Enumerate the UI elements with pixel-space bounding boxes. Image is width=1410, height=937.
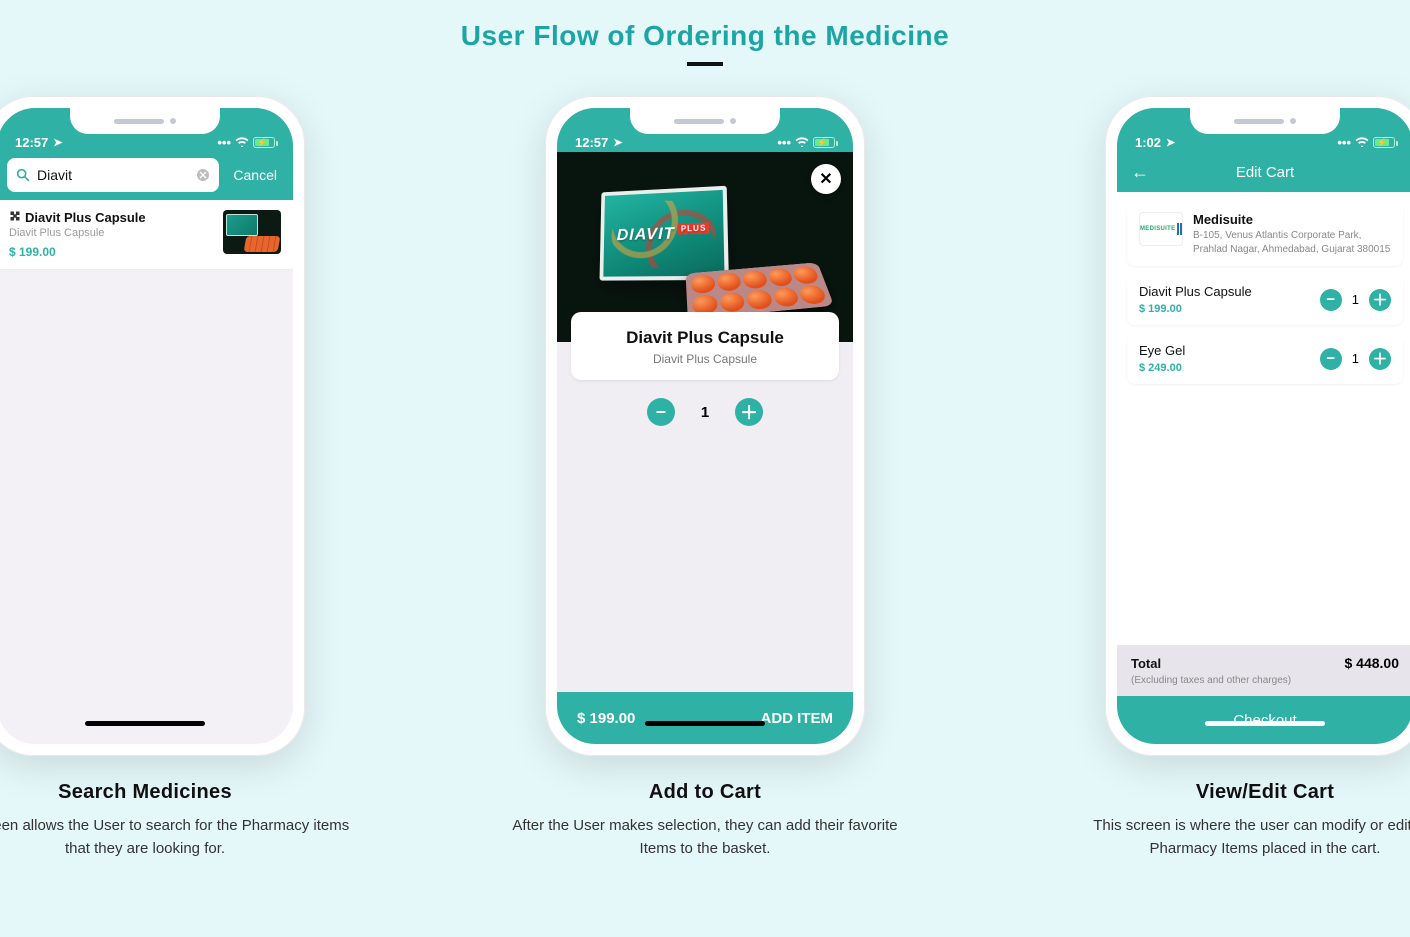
caption-desc: This screen allows the User to search fo… <box>0 814 360 861</box>
cart-item-qty: 1 <box>1352 292 1359 307</box>
quantity-stepper: − 1 ＋ <box>557 398 853 426</box>
phone-screen-2: 12:57 ➤ ••• ⚡ ✕ DIAVITPLU <box>557 108 853 744</box>
clear-icon[interactable] <box>195 167 211 183</box>
cart-header: ← Edit Cart <box>1117 152 1410 192</box>
brand-text: DIAVIT <box>617 224 675 244</box>
phone-frame-3: 1:02 ➤ ••• ⚡ ← Edit Cart <box>1105 96 1410 756</box>
close-button[interactable]: ✕ <box>811 164 841 194</box>
result-thumbnail <box>223 210 281 254</box>
result-title: Diavit Plus Capsule <box>25 210 146 225</box>
cart-item: Eye Gel $ 249.00 − 1 ＋ <box>1127 333 1403 384</box>
add-item-button[interactable]: ADD ITEM <box>761 710 834 727</box>
product-card: Diavit Plus Capsule Diavit Plus Capsule <box>571 312 839 380</box>
cancel-button[interactable]: Cancel <box>227 167 283 183</box>
total-label: Total <box>1131 656 1161 671</box>
caption-title: Search Medicines <box>0 781 360 804</box>
phone-frame-1: 12:57 ➤ ••• ⚡ Diavit <box>0 96 305 756</box>
puzzle-icon <box>9 210 21 225</box>
back-button[interactable]: ← <box>1131 162 1149 183</box>
cart-item-name: Diavit Plus Capsule <box>1139 284 1320 299</box>
caption-title: View/Edit Cart <box>1050 781 1410 804</box>
search-header: Diavit Cancel <box>0 152 293 200</box>
decrement-button[interactable]: − <box>1320 289 1342 311</box>
battery-icon: ⚡ <box>253 137 275 148</box>
home-indicator <box>645 721 765 726</box>
signal-icon: ••• <box>777 135 791 150</box>
footer-price: $ 199.00 <box>577 710 635 727</box>
cart-item-qty: 1 <box>1352 351 1359 366</box>
total-bar: Total (Excluding taxes and other charges… <box>1117 645 1410 696</box>
phone-screen-1: 12:57 ➤ ••• ⚡ Diavit <box>0 108 293 744</box>
phone-frame-2: 12:57 ➤ ••• ⚡ ✕ DIAVITPLU <box>545 96 865 756</box>
location-icon: ➤ <box>1166 136 1175 149</box>
product-box-graphic: DIAVITPLUS <box>600 186 729 281</box>
col-search: 12:57 ➤ ••• ⚡ Diavit <box>0 96 360 861</box>
caption-2: Add to Cart After the User makes selecti… <box>490 781 920 861</box>
notch <box>1190 108 1340 134</box>
col-cart: 1:02 ➤ ••• ⚡ ← Edit Cart <box>1050 96 1410 861</box>
total-amount: $ 448.00 <box>1345 655 1400 671</box>
decrement-button[interactable]: − <box>1320 348 1342 370</box>
vendor-card: MEDISUITE Medisuite B-105, Venus Atlanti… <box>1127 202 1403 266</box>
checkout-button[interactable]: Checkout <box>1117 696 1410 744</box>
location-icon: ➤ <box>613 136 622 149</box>
vendor-address: B-105, Venus Atlantis Corporate Park, Pr… <box>1193 229 1391 256</box>
battery-icon: ⚡ <box>1373 137 1395 148</box>
phone-screen-3: 1:02 ➤ ••• ⚡ ← Edit Cart <box>1117 108 1410 744</box>
wifi-icon <box>795 136 809 150</box>
home-indicator <box>85 721 205 726</box>
battery-icon: ⚡ <box>813 137 835 148</box>
col-add: 12:57 ➤ ••• ⚡ ✕ DIAVITPLU <box>490 96 920 861</box>
increment-button[interactable]: ＋ <box>1369 348 1391 370</box>
add-footer: $ 199.00 ADD ITEM <box>557 692 853 744</box>
signal-icon: ••• <box>217 135 231 150</box>
caption-desc: After the User makes selection, they can… <box>490 814 920 861</box>
location-icon: ➤ <box>53 136 62 149</box>
caption-1: Search Medicines This screen allows the … <box>0 781 360 861</box>
home-indicator <box>1205 721 1325 726</box>
signal-icon: ••• <box>1337 135 1351 150</box>
page-title: User Flow of Ordering the Medicine <box>0 20 1410 52</box>
status-time: 1:02 <box>1135 135 1161 150</box>
cart-item-name: Eye Gel <box>1139 343 1320 358</box>
caption-desc: This screen is where the user can modify… <box>1050 814 1410 861</box>
caption-3: View/Edit Cart This screen is where the … <box>1050 781 1410 861</box>
status-time: 12:57 <box>15 135 48 150</box>
vendor-name: Medisuite <box>1193 212 1391 227</box>
vendor-logo: MEDISUITE <box>1139 212 1183 246</box>
search-result[interactable]: Diavit Plus Capsule Diavit Plus Capsule … <box>0 200 293 270</box>
search-icon <box>15 167 31 183</box>
product-subtitle: Diavit Plus Capsule <box>581 352 829 366</box>
cart-header-title: Edit Cart <box>1236 164 1294 181</box>
caption-title: Add to Cart <box>490 781 920 804</box>
search-input[interactable]: Diavit <box>7 158 219 192</box>
title-underline <box>687 62 723 66</box>
brand-plus: PLUS <box>678 223 710 235</box>
cart-item-price: $ 199.00 <box>1139 303 1320 315</box>
product-name: Diavit Plus Capsule <box>581 328 829 348</box>
status-time: 12:57 <box>575 135 608 150</box>
quantity-value: 1 <box>701 404 709 421</box>
increment-button[interactable]: ＋ <box>735 398 763 426</box>
total-note: (Excluding taxes and other charges) <box>1131 675 1291 686</box>
cart-item: Diavit Plus Capsule $ 199.00 − 1 ＋ <box>1127 274 1403 325</box>
increment-button[interactable]: ＋ <box>1369 289 1391 311</box>
result-subtitle: Diavit Plus Capsule <box>9 227 213 239</box>
cart-item-price: $ 249.00 <box>1139 362 1320 374</box>
notch <box>70 108 220 134</box>
screens-row: 12:57 ➤ ••• ⚡ Diavit <box>0 96 1410 861</box>
result-price: $ 199.00 <box>9 245 213 259</box>
search-query-text: Diavit <box>37 167 189 183</box>
wifi-icon <box>235 136 249 150</box>
decrement-button[interactable]: − <box>647 398 675 426</box>
notch <box>630 108 780 134</box>
wifi-icon <box>1355 136 1369 150</box>
